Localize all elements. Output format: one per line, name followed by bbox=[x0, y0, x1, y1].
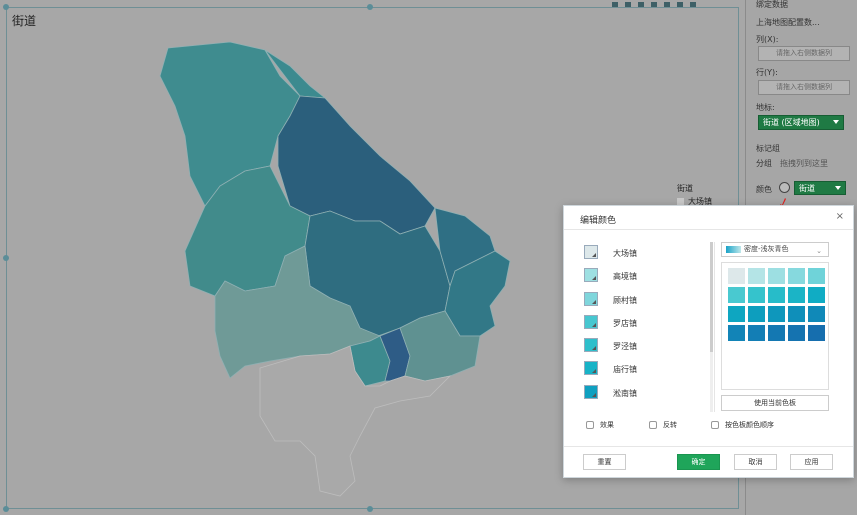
color-item[interactable]: 高境镇 bbox=[581, 265, 711, 288]
cursor-icon[interactable] bbox=[664, 2, 670, 7]
dialog-title: 编辑颜色 bbox=[580, 216, 617, 226]
palette-select[interactable]: 密度-浅灰青色 ⌄ bbox=[721, 242, 829, 257]
palette-cell[interactable] bbox=[728, 325, 745, 341]
palette-cell[interactable] bbox=[788, 306, 805, 322]
color-item[interactable]: 罗店镇 bbox=[581, 312, 711, 335]
export-icon[interactable] bbox=[638, 2, 644, 7]
rows-dropzone[interactable]: 请拖入右侧数据列 bbox=[758, 80, 850, 95]
map-region[interactable] bbox=[399, 310, 481, 382]
cancel-button[interactable]: 取消 bbox=[734, 454, 777, 470]
resize-handle[interactable] bbox=[367, 506, 373, 512]
close-icon[interactable]: × bbox=[835, 211, 844, 222]
color-field-pill[interactable]: 街道 bbox=[794, 181, 846, 195]
palette-name: 密度-浅灰青色 bbox=[744, 245, 789, 253]
palette-cell[interactable] bbox=[808, 287, 825, 303]
map-region[interactable] bbox=[264, 49, 327, 99]
palette-cell[interactable] bbox=[728, 268, 745, 284]
more-icon[interactable] bbox=[690, 2, 696, 7]
resize-handle[interactable] bbox=[3, 506, 9, 512]
chart-title: 街道 bbox=[12, 14, 37, 28]
color-swatch[interactable] bbox=[584, 291, 598, 306]
use-palette-button[interactable]: 使用当前色板 bbox=[721, 395, 829, 411]
color-swatch[interactable] bbox=[584, 245, 598, 259]
legend-label: 大场镇 bbox=[688, 197, 712, 206]
link-icon[interactable] bbox=[677, 2, 683, 7]
palette-cell[interactable] bbox=[748, 268, 765, 284]
resize-handle[interactable] bbox=[367, 4, 373, 10]
palette-cell[interactable] bbox=[768, 268, 785, 284]
color-item-label: 大场镇 bbox=[613, 249, 637, 258]
chart-toolbar bbox=[612, 0, 742, 7]
reverse-checkbox[interactable]: 反转 bbox=[649, 420, 677, 430]
group-label: 分组 bbox=[756, 159, 772, 168]
map-region[interactable] bbox=[444, 250, 511, 337]
color-swatch[interactable] bbox=[584, 361, 598, 376]
color-item[interactable]: 庙行镇 bbox=[581, 358, 711, 381]
effect-checkbox[interactable]: 效果 bbox=[586, 420, 614, 430]
palette-cell[interactable] bbox=[788, 325, 805, 341]
expand-icon[interactable] bbox=[612, 2, 618, 7]
apply-button[interactable]: 应用 bbox=[790, 454, 833, 470]
palette-icon[interactable] bbox=[779, 182, 790, 193]
color-item-label: 顾村镇 bbox=[613, 295, 637, 305]
region-map bbox=[159, 41, 511, 497]
chevron-down-icon: ⌄ bbox=[816, 247, 822, 255]
palette-cell[interactable] bbox=[808, 325, 825, 341]
color-item[interactable]: 淞南镇 bbox=[581, 382, 711, 405]
palette-cell[interactable] bbox=[768, 306, 785, 322]
panel-header: 绑定数据 bbox=[756, 0, 788, 9]
color-item-list: 大场镇高境镇顾村镇罗店镇罗泾镇庙行镇淞南镇 bbox=[581, 242, 711, 410]
palette-grid bbox=[721, 262, 829, 390]
color-item-label: 罗泾镇 bbox=[613, 342, 637, 352]
palette-cell[interactable] bbox=[748, 306, 765, 322]
color-swatch[interactable] bbox=[584, 338, 598, 353]
palette-cell[interactable] bbox=[728, 306, 745, 322]
palette-cell[interactable] bbox=[788, 287, 805, 303]
list-scrollbar[interactable] bbox=[710, 242, 713, 412]
palette-cell[interactable] bbox=[748, 287, 765, 303]
columns-label: 列(X): bbox=[756, 35, 779, 44]
palette-cell[interactable] bbox=[748, 325, 765, 341]
dataset-name[interactable]: 上海地图配置数... bbox=[756, 18, 820, 27]
color-swatch[interactable] bbox=[584, 314, 598, 329]
color-item-label: 高境镇 bbox=[613, 272, 637, 282]
marks-label: 标记组 bbox=[756, 144, 780, 153]
color-item-label: 罗店镇 bbox=[613, 318, 637, 328]
reset-button[interactable]: 重置 bbox=[583, 454, 626, 470]
gradient-swatch-icon bbox=[726, 246, 741, 253]
copy-icon[interactable] bbox=[625, 2, 631, 7]
palette-cell[interactable] bbox=[788, 268, 805, 284]
resize-handle[interactable] bbox=[3, 255, 9, 261]
color-item-label: 淞南镇 bbox=[613, 388, 637, 398]
geo-field-pill[interactable]: 街道 (区域地图) bbox=[758, 115, 844, 130]
color-item[interactable]: 罗泾镇 bbox=[581, 335, 711, 358]
group-dropzone[interactable]: 拖拽列到这里 bbox=[780, 159, 828, 168]
color-item[interactable]: 顾村镇 bbox=[581, 289, 711, 312]
resize-handle[interactable] bbox=[3, 4, 9, 10]
palette-cell[interactable] bbox=[728, 287, 745, 303]
legend-title: 街道 bbox=[677, 184, 693, 193]
palette-cell[interactable] bbox=[768, 287, 785, 303]
palette-order-checkbox[interactable]: 按色板颜色顺序 bbox=[711, 420, 774, 430]
color-item[interactable]: 大场镇 bbox=[581, 242, 711, 265]
geo-label: 地标: bbox=[756, 103, 775, 112]
color-swatch[interactable] bbox=[584, 384, 598, 399]
map-region[interactable] bbox=[259, 345, 452, 497]
legend-item[interactable]: 大场镇 bbox=[677, 196, 712, 207]
ok-button[interactable]: 确定 bbox=[677, 454, 720, 470]
legend-swatch bbox=[677, 198, 684, 205]
palette-cell[interactable] bbox=[808, 268, 825, 284]
palette-cell[interactable] bbox=[768, 325, 785, 341]
edit-color-dialog: 编辑颜色 × 大场镇高境镇顾村镇罗店镇罗泾镇庙行镇淞南镇 密度-浅灰青色 ⌄ 使… bbox=[563, 205, 854, 478]
columns-dropzone[interactable]: 请拖入右侧数据列 bbox=[758, 46, 850, 61]
color-label: 颜色 bbox=[756, 185, 772, 194]
color-item-label: 庙行镇 bbox=[613, 365, 637, 375]
color-swatch[interactable] bbox=[584, 268, 598, 283]
rows-label: 行(Y): bbox=[756, 68, 778, 77]
filter-icon[interactable] bbox=[651, 2, 657, 7]
palette-cell[interactable] bbox=[808, 306, 825, 322]
